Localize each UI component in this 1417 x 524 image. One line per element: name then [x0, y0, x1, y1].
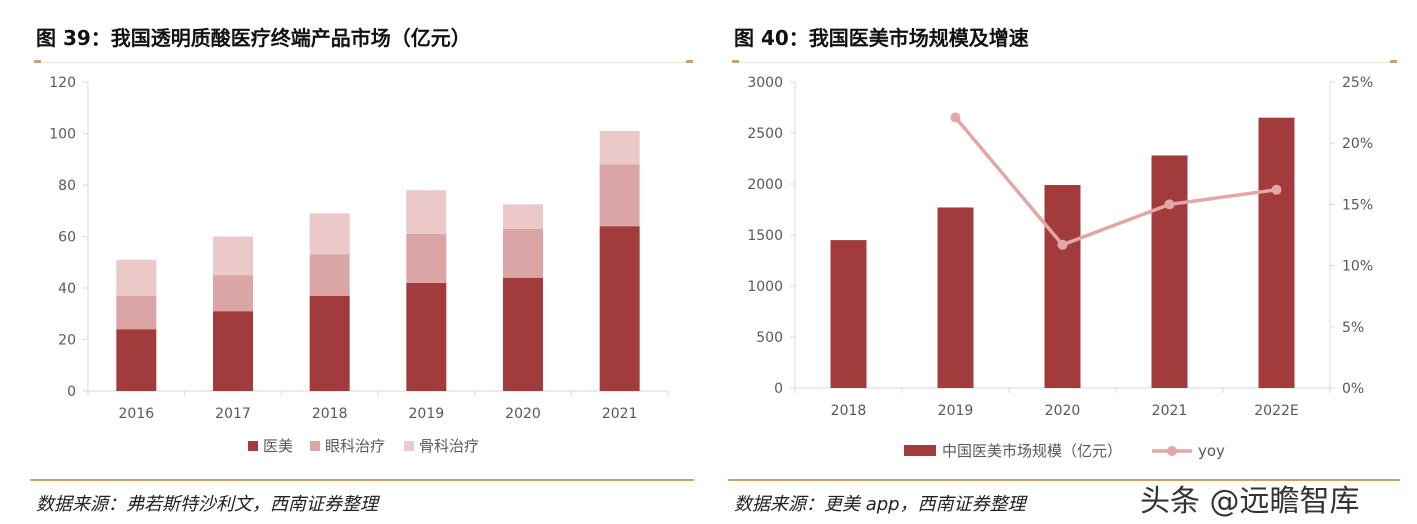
left-bar-ophthalmic — [213, 275, 253, 312]
left-bar-aesthetic — [116, 329, 157, 391]
right-right-tick-label: 10% — [1342, 259, 1373, 275]
left-bar-aesthetic — [213, 311, 253, 391]
left-legend-swatch — [404, 441, 414, 451]
right-x-tick-label: 2020 — [1045, 403, 1081, 419]
left-x-tick-label: 2021 — [602, 406, 638, 422]
left-y-tick-label: 20 — [58, 333, 76, 349]
left-legend-swatch — [248, 441, 258, 451]
right-bar-market-size — [1151, 155, 1188, 388]
left-top-rule-tick-start — [34, 60, 41, 63]
right-x-tick-label: 2022E — [1254, 403, 1298, 419]
right-legend-line-label: yoy — [1198, 442, 1225, 460]
left-bar-orthopedic — [309, 213, 350, 255]
left-y-tick-label: 0 — [67, 384, 76, 400]
right-legend-bar-label: 中国医美市场规模（亿元） — [942, 442, 1122, 460]
right-bar-market-size — [1044, 185, 1081, 388]
left-bar-orthopedic — [406, 190, 447, 234]
right-yoy-point — [1271, 184, 1282, 195]
right-yoy-line — [954, 116, 1277, 247]
left-y-tick-label: 40 — [58, 281, 76, 297]
left-x-tick-label: 2020 — [505, 406, 541, 422]
left-bar-orthopedic — [599, 130, 640, 165]
left-x-tick-label: 2016 — [119, 406, 155, 422]
left-bar-orthopedic — [116, 259, 157, 296]
left-top-rule-tick-end — [686, 60, 693, 63]
left-chart: 0 20 40 60 80 100 120 2016 2017 2018 2019 2020 2021 医… — [49, 75, 669, 455]
right-left-tick-label: 2500 — [747, 126, 783, 142]
right-left-tick-label: 2000 — [747, 177, 783, 193]
left-bar-ophthalmic — [503, 228, 543, 278]
right-x-tick-label: 2019 — [938, 403, 974, 419]
right-figure-panel: 图 40：我国医美市场规模及增速 0 500 1000 1500 2000 2500 300… — [700, 0, 1417, 524]
left-bar-aesthetic — [406, 282, 447, 391]
right-right-tick-label: 20% — [1342, 136, 1373, 152]
right-bar-market-size — [1258, 117, 1295, 388]
right-top-rule-tick-start — [732, 60, 739, 63]
right-legend-line-marker — [1167, 446, 1177, 456]
left-bar-ophthalmic — [406, 233, 447, 283]
left-legend-label: 眼科治疗 — [325, 437, 385, 455]
left-bar-orthopedic — [213, 236, 253, 276]
left-x-tick-label: 2017 — [215, 406, 251, 422]
right-bar-market-size — [937, 207, 974, 388]
right-left-tick-label: 500 — [756, 330, 783, 346]
left-x-tick-label: 2018 — [312, 406, 348, 422]
right-figure-title: 图 40：我国医美市场规模及增速 — [734, 26, 1029, 50]
right-x-tick-label: 2018 — [831, 403, 867, 419]
right-bottom-rule — [728, 479, 1400, 481]
left-y-tick-label: 60 — [58, 230, 76, 246]
right-source-note: 数据来源：更美 app，西南证券整理 — [734, 494, 1026, 515]
left-y-tick-label: 120 — [49, 75, 76, 91]
left-bar-aesthetic — [599, 226, 640, 391]
left-top-rule — [36, 62, 688, 63]
left-bottom-rule — [30, 479, 694, 481]
left-x-tick-label: 2019 — [409, 406, 445, 422]
left-figure-title: 图 39：我国透明质酸医疗终端产品市场（亿元） — [36, 26, 471, 50]
right-left-tick-label: 1000 — [747, 279, 783, 295]
left-legend-label: 骨科治疗 — [419, 437, 479, 455]
watermark: 头条 @远瞻智库 — [1140, 484, 1360, 519]
left-figure-panel: 图 39：我国透明质酸医疗终端产品市场（亿元） 0 20 40 60 80 100 120 2… — [0, 0, 700, 524]
left-bar-ophthalmic — [599, 164, 640, 227]
right-left-tick-label: 1500 — [747, 228, 783, 244]
right-left-tick-label: 0 — [774, 381, 783, 397]
right-legend-bar-swatch — [904, 445, 936, 456]
right-yoy-point — [1057, 239, 1068, 250]
right-top-rule-tick-end — [1390, 60, 1397, 63]
left-bar-aesthetic — [309, 295, 350, 391]
right-right-tick-label: 5% — [1342, 320, 1364, 336]
left-y-tick-label: 100 — [49, 127, 76, 143]
right-top-rule — [734, 62, 1394, 63]
right-bar-market-size — [830, 240, 867, 388]
right-left-tick-label: 3000 — [747, 75, 783, 91]
left-legend-label: 医美 — [263, 437, 293, 455]
left-y-tick-label: 80 — [58, 178, 76, 194]
right-x-tick-label: 2021 — [1152, 403, 1188, 419]
right-right-tick-label: 15% — [1342, 197, 1373, 213]
right-right-tick-label: 25% — [1342, 75, 1373, 91]
right-yoy-point — [950, 112, 961, 123]
left-bar-aesthetic — [503, 277, 543, 391]
left-bar-ophthalmic — [309, 254, 350, 296]
left-bar-ophthalmic — [116, 295, 157, 330]
left-legend-swatch — [310, 441, 320, 451]
left-source-note: 数据来源：弗若斯特沙利文，西南证券整理 — [36, 494, 378, 515]
right-yoy-point — [1164, 199, 1175, 210]
left-bar-orthopedic — [503, 204, 543, 229]
right-right-tick-label: 0% — [1342, 381, 1364, 397]
right-chart: 0 500 1000 1500 2000 2500 3000 0% 5% 10% 15% 20% 25%… — [747, 75, 1373, 460]
